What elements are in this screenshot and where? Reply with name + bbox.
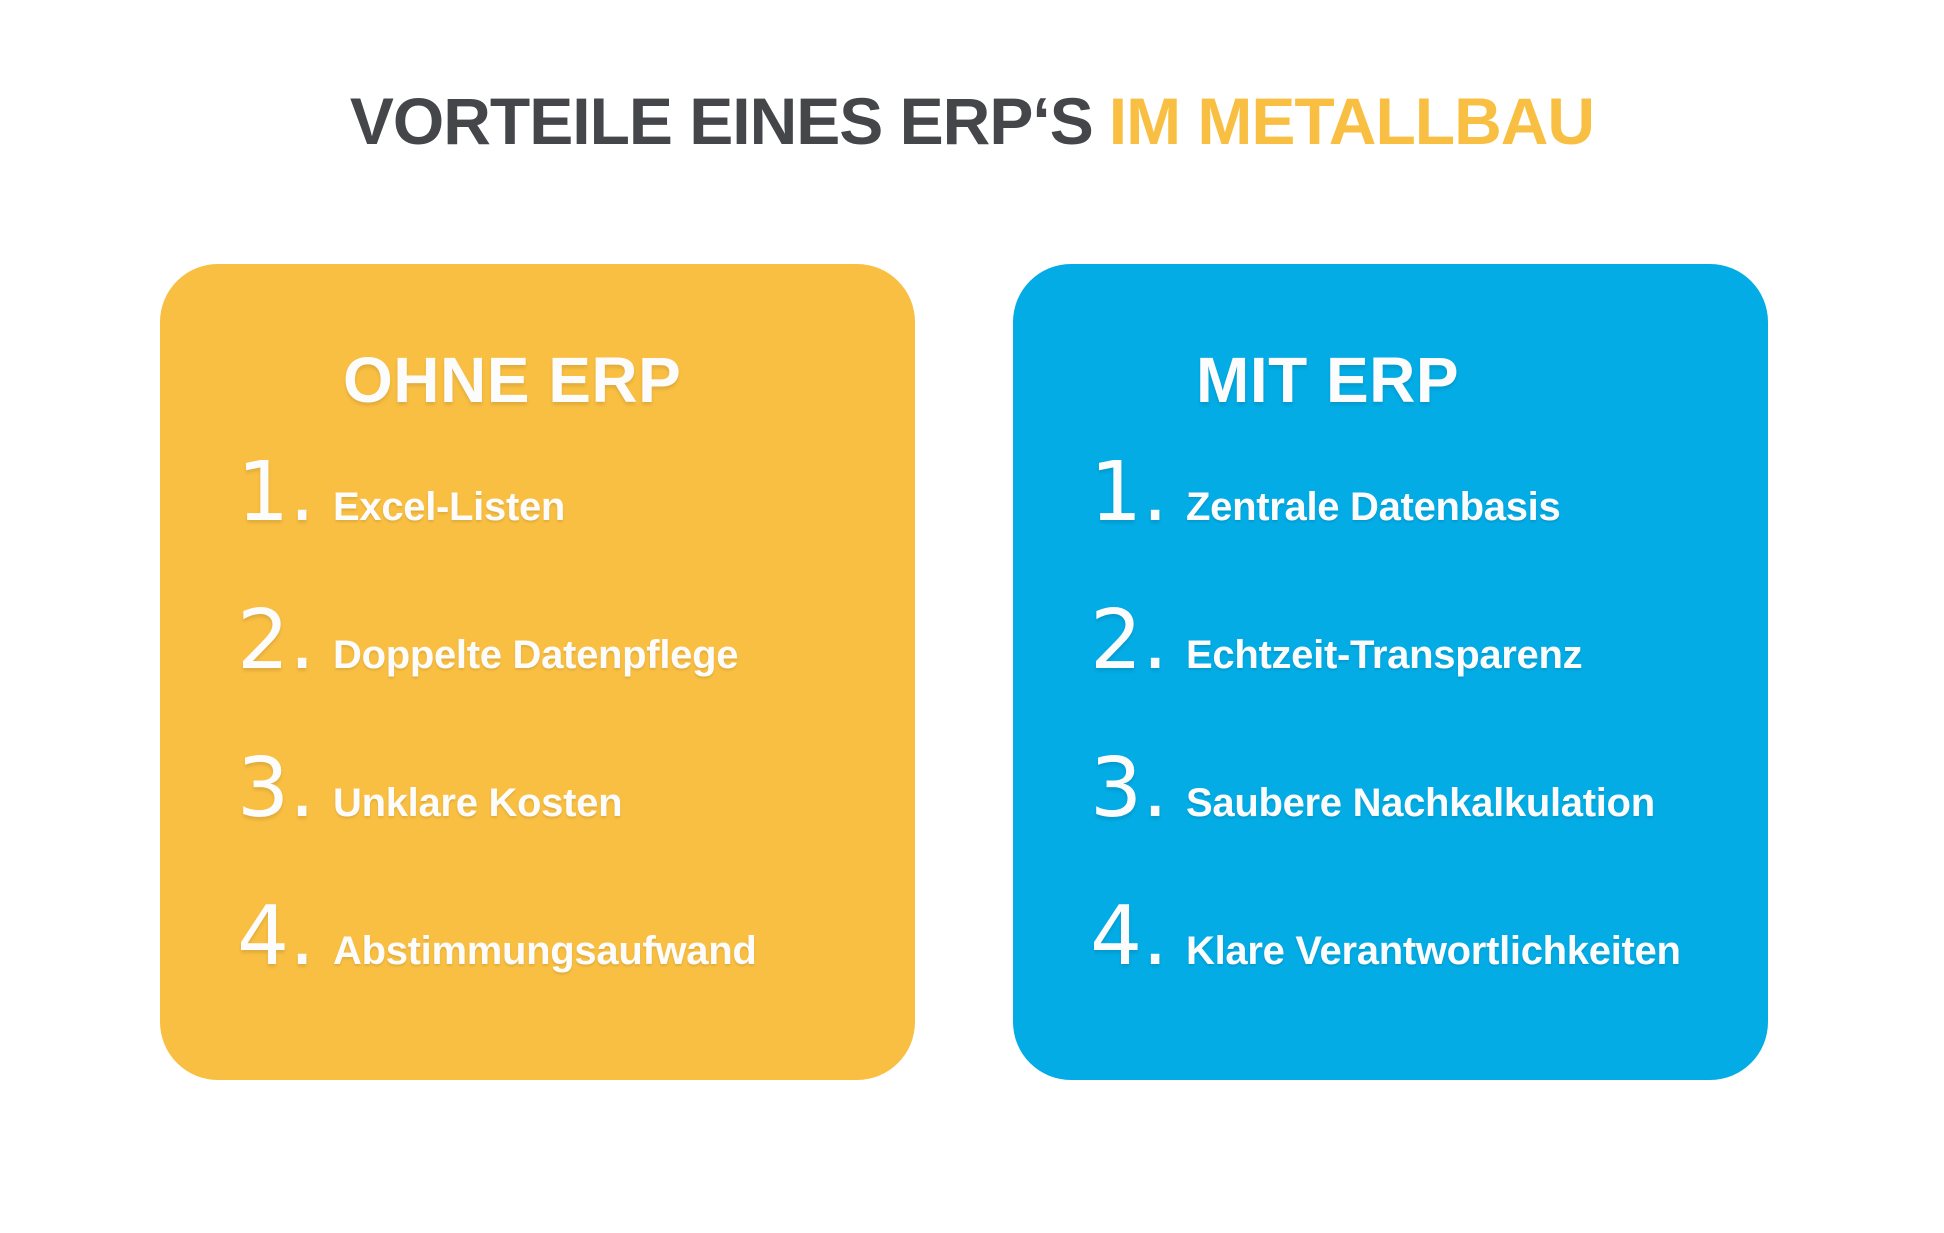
item-number: 1.	[1090, 445, 1169, 540]
list-item: 3. Unklare Kosten	[237, 748, 915, 896]
item-number: 3.	[237, 741, 316, 836]
card-ohne-erp-heading: OHNE ERP	[343, 344, 682, 416]
mit-erp-list: 1. Zentrale Datenbasis 2. Echtzeit-Trans…	[1090, 452, 1768, 1044]
list-item: 2. Echtzeit-Transparenz	[1090, 600, 1768, 748]
item-label: Saubere Nachkalkulation	[1186, 781, 1655, 825]
card-mit-erp-heading: MIT ERP	[1196, 344, 1460, 416]
item-label: Zentrale Datenbasis	[1186, 485, 1561, 529]
item-label: Unklare Kosten	[333, 781, 623, 825]
card-ohne-erp: OHNE ERP 1. Excel-Listen 2. Doppelte Dat…	[160, 264, 915, 1080]
list-item: 4. Klare Verantwortlichkeiten	[1090, 896, 1768, 1044]
page-title: VORTEILE EINES ERP‘S IM METALLBAU	[0, 88, 1944, 154]
page-title-main: VORTEILE EINES ERP‘S	[349, 84, 1094, 158]
card-mit-erp: MIT ERP 1. Zentrale Datenbasis 2. Echtze…	[1013, 264, 1768, 1080]
list-item: 4. Abstimmungsaufwand	[237, 896, 915, 1044]
ohne-erp-list: 1. Excel-Listen 2. Doppelte Datenpflege …	[237, 452, 915, 1044]
page-title-highlight: IM METALLBAU	[1108, 84, 1595, 158]
item-label: Klare Verantwortlichkeiten	[1186, 929, 1681, 973]
item-label: Doppelte Datenpflege	[333, 633, 739, 677]
list-item: 2. Doppelte Datenpflege	[237, 600, 915, 748]
list-item: 1. Zentrale Datenbasis	[1090, 452, 1768, 600]
item-number: 3.	[1090, 741, 1169, 836]
item-number: 2.	[237, 593, 316, 688]
item-label: Echtzeit-Transparenz	[1186, 633, 1583, 677]
item-label: Excel-Listen	[333, 485, 566, 529]
item-label: Abstimmungsaufwand	[333, 929, 757, 973]
list-item: 1. Excel-Listen	[237, 452, 915, 600]
list-item: 3. Saubere Nachkalkulation	[1090, 748, 1768, 896]
item-number: 1.	[237, 445, 316, 540]
item-number: 4.	[1090, 889, 1169, 984]
item-number: 2.	[1090, 593, 1169, 688]
item-number: 4.	[237, 889, 316, 984]
